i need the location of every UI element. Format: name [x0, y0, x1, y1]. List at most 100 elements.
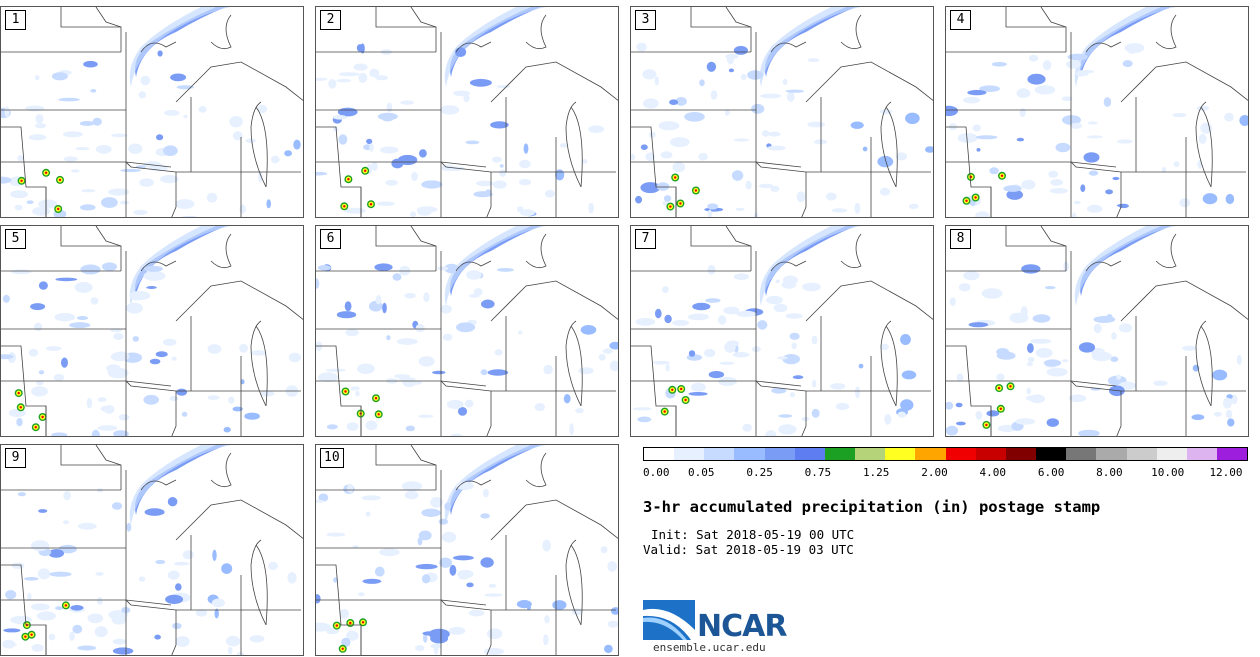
precip-cell [469, 294, 480, 298]
precip-cell [1026, 387, 1032, 395]
convective-core [347, 178, 350, 181]
precip-cell [1046, 418, 1059, 427]
precip-cell [1212, 369, 1228, 381]
state-boundary [250, 320, 267, 407]
state-boundary [1, 599, 172, 606]
precip-cell [777, 356, 788, 360]
precip-cell [963, 96, 981, 104]
precip-cell [731, 170, 744, 181]
precip-cell [1213, 411, 1222, 417]
state-boundary [631, 126, 677, 217]
precip-cell [87, 613, 104, 624]
precip-cell [63, 491, 71, 501]
state-boundary [1, 345, 47, 436]
precip-cell [356, 44, 364, 52]
precip-cell [155, 559, 166, 565]
precip-cell [1019, 108, 1026, 118]
ncar-logo-icon [643, 600, 695, 640]
precip-cell [379, 548, 400, 557]
precip-cell [48, 549, 64, 558]
precip-cell [439, 557, 452, 568]
state-boundary [1070, 32, 1122, 173]
precip-cell [704, 348, 716, 358]
convective-core [974, 196, 977, 199]
precip-cell [355, 390, 360, 397]
member-number-label: 3 [635, 10, 656, 30]
precip-cell [607, 561, 617, 572]
precip-cell [34, 123, 47, 129]
state-boundary [375, 226, 437, 271]
precip-cell [707, 209, 712, 217]
state-boundary [1085, 260, 1122, 272]
precip-cell [418, 414, 434, 418]
convective-core [19, 406, 22, 409]
precip-cell [172, 622, 182, 630]
precip-cell [830, 383, 846, 390]
precip-cell [183, 114, 188, 119]
precip-cell [1116, 203, 1129, 208]
precip-cell [789, 392, 796, 398]
precip-cell [1027, 73, 1046, 85]
state-boundary [316, 380, 487, 387]
precip-cell [316, 278, 320, 289]
precip-cell [733, 45, 748, 55]
convective-core [965, 199, 968, 202]
ensemble-member-panel: 10 [315, 444, 619, 656]
precip-cell [444, 502, 452, 511]
precip-cell [113, 332, 124, 341]
precip-cell [640, 144, 648, 150]
precip-cell [1224, 112, 1234, 122]
precip-cell [665, 364, 670, 372]
precip-cell [736, 310, 757, 317]
precip-cell [484, 593, 503, 597]
precip-cell [1173, 161, 1180, 168]
precip-cell [326, 532, 346, 537]
precip-cell [1067, 53, 1088, 61]
precip-map [631, 7, 933, 217]
precip-cell [386, 335, 391, 341]
precip-cell [239, 343, 248, 353]
convective-core [24, 635, 27, 638]
precip-cell [51, 72, 68, 81]
precip-cell [1026, 362, 1033, 367]
precip-cell [1015, 418, 1036, 425]
precip-cell [778, 424, 797, 435]
precip-cell [476, 180, 494, 187]
state-boundary [486, 391, 492, 436]
precip-cell [499, 169, 507, 177]
precip-cell [1044, 286, 1056, 290]
precip-cell [362, 578, 382, 584]
precip-cell [801, 416, 810, 422]
colorbar-swatch [1216, 448, 1248, 460]
precip-cell [333, 126, 339, 132]
precip-cell [1072, 212, 1077, 217]
precip-cell [905, 112, 920, 125]
precip-cell [371, 161, 378, 171]
precip-cell [86, 397, 93, 409]
state-boundary [840, 14, 862, 50]
precip-cell [1105, 189, 1113, 195]
precip-cell [1124, 43, 1145, 53]
state-boundary [570, 106, 583, 188]
precip-cell [663, 195, 672, 202]
colorbar-swatch [704, 448, 735, 460]
convective-core [17, 391, 20, 395]
precip-cell [958, 138, 972, 142]
state-boundary [486, 172, 492, 217]
precip-cell [598, 353, 606, 361]
precip-cell [494, 349, 503, 356]
precip-cell [761, 130, 770, 137]
precip-cell [394, 549, 400, 553]
precip-cell [346, 630, 359, 641]
precip-cell [58, 544, 77, 554]
convective-core [997, 386, 1001, 390]
precip-cell [835, 402, 850, 411]
precip-cell [1086, 204, 1103, 213]
precip-cell [604, 644, 613, 654]
precip-cell [1066, 60, 1081, 69]
precip-cell [102, 262, 117, 271]
precip-cell [518, 330, 523, 335]
precip-cell [125, 302, 143, 314]
precip-cell [1026, 395, 1044, 402]
precip-cell [544, 189, 555, 198]
